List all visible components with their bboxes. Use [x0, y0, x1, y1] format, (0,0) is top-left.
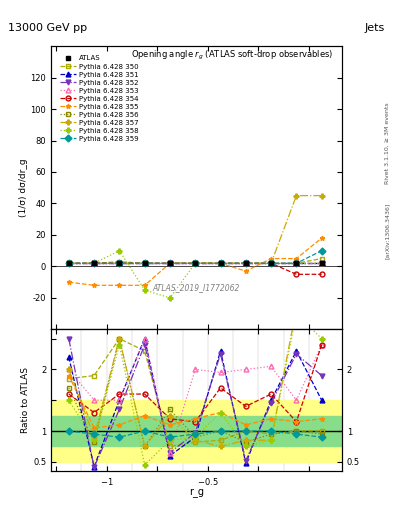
- Legend: ATLAS, Pythia 6.428 350, Pythia 6.428 351, Pythia 6.428 352, Pythia 6.428 353, P: ATLAS, Pythia 6.428 350, Pythia 6.428 35…: [61, 55, 139, 142]
- Text: [arXiv:1306.3436]: [arXiv:1306.3436]: [385, 202, 390, 259]
- Bar: [51, 400, 342, 462]
- Bar: [51, 416, 342, 446]
- Text: 13000 GeV pp: 13000 GeV pp: [8, 23, 87, 33]
- Text: Opening angle $r_g$ (ATLAS soft-drop observables): Opening angle $r_g$ (ATLAS soft-drop obs…: [131, 49, 333, 62]
- X-axis label: r_g: r_g: [189, 488, 204, 498]
- Y-axis label: Ratio to ATLAS: Ratio to ATLAS: [21, 367, 30, 433]
- Text: ATLAS_2019_I1772062: ATLAS_2019_I1772062: [153, 284, 240, 292]
- Y-axis label: (1/σ) dσ/dr_g: (1/σ) dσ/dr_g: [19, 158, 28, 217]
- Text: Rivet 3.1.10, ≥ 3M events: Rivet 3.1.10, ≥ 3M events: [385, 102, 390, 184]
- Text: Jets: Jets: [365, 23, 385, 33]
